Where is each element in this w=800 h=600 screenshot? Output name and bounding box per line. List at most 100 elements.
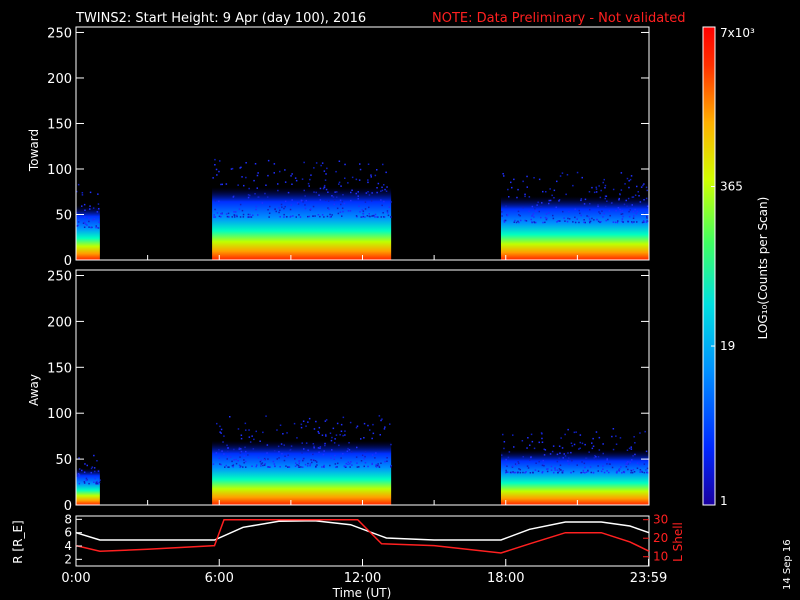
heatmap-dot [574,221,577,224]
heatmap-dot [275,210,277,213]
heatmap-dot [603,212,605,215]
heatmap-dot [385,190,388,192]
heatmap-dot [535,462,537,464]
heatmap-dot [83,471,86,473]
heatmap-dot [615,210,617,212]
heatmap-dot [630,448,633,450]
heatmap-dot [522,206,524,209]
heatmap-dot [560,437,562,439]
heatmap-dot [97,193,99,195]
heatmap-dot [593,191,596,194]
heatmap-dot [218,200,220,203]
heatmap-dot [584,198,587,201]
heatmap-dot [579,212,581,215]
heatmap-dot [583,462,586,465]
heatmap-dot [323,464,325,467]
heatmap-dot [318,432,320,434]
heatmap-dot [267,209,269,211]
heatmap-dot [618,197,620,200]
heatmap-dot [98,481,101,484]
heatmap-dot [576,464,578,466]
r-tick-label: 2 [64,552,72,566]
heatmap-dot [296,464,298,466]
heatmap-dot [330,439,333,442]
heatmap-dot [541,464,544,467]
heatmap-dot [319,199,322,201]
heatmap-dot [215,168,218,171]
heatmap-dot [599,221,601,224]
heatmap-dot [522,180,524,183]
heatmap-dot [342,194,344,196]
heatmap-dot [564,433,566,436]
heatmap-dot [334,454,336,457]
heatmap-dot [309,178,311,181]
heatmap-dot [527,437,529,439]
heatmap-dot [313,445,315,448]
heatmap-dot [596,219,599,221]
heatmap-dot [218,170,220,173]
heatmap-dot [329,432,332,434]
heatmap-dot [570,471,572,474]
heatmap-dot [277,445,280,448]
heatmap-dot [636,221,638,223]
heatmap-dot [634,208,636,211]
heatmap-dot [380,190,382,192]
heatmap-dot [240,434,243,436]
heatmap-dot [96,480,98,483]
heatmap-dot [84,223,87,225]
heatmap-dot [231,465,234,467]
heatmap-dot [223,453,225,455]
heatmap-dot [638,463,641,466]
heatmap-dot [212,177,214,179]
heatmap-dot [257,172,259,174]
heatmap-dot [550,465,553,468]
heatmap-dot [358,205,360,207]
heatmap-dot [342,453,344,455]
heatmap-dot [619,193,621,195]
heatmap-dot [378,466,381,468]
heatmap-dot [646,215,648,218]
heatmap-dot [562,457,564,459]
heatmap-dot [618,469,620,471]
heatmap-dot [347,447,349,450]
heatmap-dot [346,450,349,452]
heatmap-dot [77,473,80,475]
heatmap-dot [534,469,537,471]
heatmap-dot [227,215,230,218]
heatmap-dot [538,178,541,181]
heatmap-dot [97,203,100,205]
heatmap-dot [329,464,331,467]
heatmap-dot [591,186,593,189]
heatmap-dot [237,428,240,430]
heatmap-dot [590,471,592,474]
heatmap-dot [583,203,586,205]
heatmap-dot [254,163,257,165]
heatmap-dot [519,471,522,474]
heatmap-dot [236,215,238,218]
heatmap-dot [643,199,645,201]
heatmap-dot [294,458,296,460]
heatmap-dot [636,185,638,188]
r-tick-label: 8 [64,512,72,526]
heatmap-dot [642,220,645,222]
heatmap-dot [213,214,215,216]
heatmap-dot [338,160,341,162]
heatmap-dot [98,208,100,210]
heatmap-dot [533,447,536,450]
heatmap-dot [315,465,317,468]
heatmap-dot [287,191,290,194]
heatmap-dot [595,188,598,190]
heatmap-dot [542,221,544,224]
heatmap-dot [632,455,634,457]
heatmap-dot [283,213,285,216]
heatmap-dot [383,428,386,430]
heatmap-dot [540,432,543,434]
heatmap-dot [611,435,613,438]
heatmap-dot [526,447,528,449]
heatmap-dot [518,221,520,224]
heatmap-dot [531,440,534,443]
heatmap-dot [631,196,634,198]
heatmap-dot [356,466,359,468]
heatmap-dot [526,175,528,178]
heatmap-dot [341,200,344,203]
